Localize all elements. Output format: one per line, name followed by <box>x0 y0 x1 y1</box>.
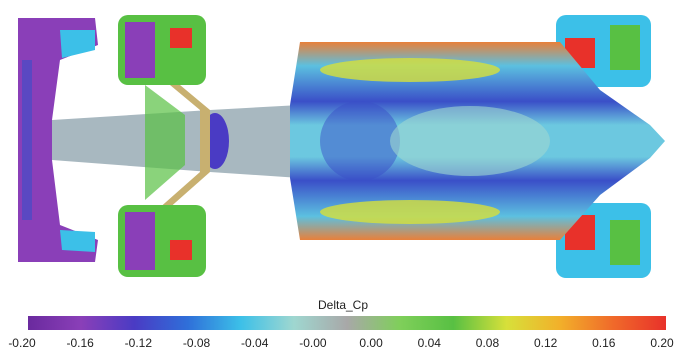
colorbar-tick-label: 0.08 <box>476 336 500 350</box>
colorbar-tick-label: -0.04 <box>241 336 269 350</box>
colorbar: Delta_Cp -0.20 -0.16 -0.12 -0.08 -0.04 -0.00 0… <box>8 298 674 350</box>
colorbar-gradient <box>28 316 666 330</box>
colorbar-title: Delta_Cp <box>318 298 368 312</box>
colorbar-tick-label: 0.20 <box>650 336 674 350</box>
colorbar-tick-label: 0.12 <box>534 336 558 350</box>
colorbar-tick-label: 0.04 <box>418 336 442 350</box>
colorbar-tick-label: 0.00 <box>359 336 383 350</box>
colorbar-tick-label: -0.12 <box>125 336 153 350</box>
car-render <box>18 15 665 278</box>
colorbar-tick-label: 0.16 <box>592 336 616 350</box>
colorbar-tick-label: -0.08 <box>183 336 211 350</box>
colorbar-tick-label: -0.20 <box>8 336 36 350</box>
colorbar-tick-label: -0.00 <box>299 336 327 350</box>
colorbar-tick-label: -0.16 <box>67 336 95 350</box>
